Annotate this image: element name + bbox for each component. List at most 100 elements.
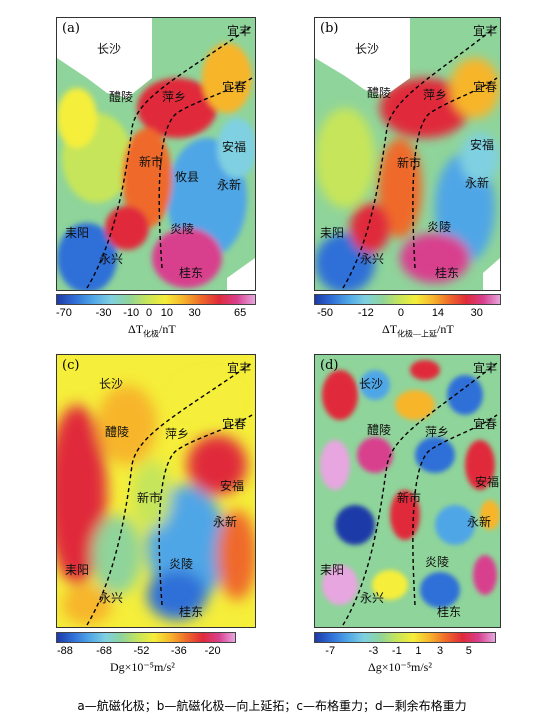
city-label: 宜春 bbox=[222, 417, 247, 431]
city-label: 宜春 bbox=[473, 417, 498, 431]
city-label: 永新 bbox=[213, 515, 238, 529]
city-label: 永兴 bbox=[99, 591, 124, 605]
city-label: 长沙 bbox=[359, 377, 384, 391]
figure-caption: a—航磁化极；b—航磁化极—向上延拓；c—布格重力；d—剩余布格重力 bbox=[77, 699, 467, 713]
panel-b: (b) 长沙 宜丰 醴陵 萍乡 宜春 安福 新市 永新 炎陵 耒阳 永兴 桂东 bbox=[314, 17, 501, 291]
city-label: 新市 bbox=[397, 156, 422, 170]
city-label: 耒阳 bbox=[65, 226, 90, 240]
city-label: 醴陵 bbox=[109, 90, 134, 104]
city-label: 萍乡 bbox=[423, 88, 448, 102]
city-label: 新市 bbox=[139, 155, 164, 169]
city-label: 永新 bbox=[217, 178, 242, 192]
tick-label: 1 bbox=[415, 645, 422, 657]
city-label: 炎陵 bbox=[427, 220, 452, 234]
city-label: 醴陵 bbox=[367, 423, 392, 437]
city-label: 安福 bbox=[222, 140, 247, 154]
city-label: 永兴 bbox=[99, 252, 124, 266]
city-label: 长沙 bbox=[97, 42, 122, 56]
city-label: 桂东 bbox=[179, 266, 204, 280]
anomaly-map-b bbox=[315, 18, 500, 290]
tick-label: 10 bbox=[160, 307, 173, 319]
tick-label: 14 bbox=[431, 307, 445, 319]
tick-label: 0 bbox=[145, 307, 153, 319]
tick-label: 0 bbox=[397, 307, 404, 319]
tick-label: -3 bbox=[368, 645, 379, 657]
panel-label: (a) bbox=[62, 21, 80, 36]
city-label: 攸县 bbox=[175, 170, 200, 184]
city-label: 安福 bbox=[470, 138, 495, 152]
panel-label: (d) bbox=[320, 358, 339, 373]
city-label: 醴陵 bbox=[367, 86, 392, 100]
title-unit: /nT bbox=[437, 322, 454, 336]
tick-label: -50 bbox=[317, 307, 334, 319]
colorbar-title-a: ΔT化极/nT bbox=[128, 322, 176, 339]
city-label: 炎陵 bbox=[425, 555, 450, 569]
tick-label: -68 bbox=[96, 645, 112, 657]
colorbar-title-c: Dg×10⁻⁵m/s² bbox=[110, 660, 175, 675]
city-label: 桂东 bbox=[435, 266, 460, 280]
tick-label: 30 bbox=[188, 307, 201, 319]
colorbar-ticks-d: -7 -3 -1 1 3 5 bbox=[314, 645, 494, 659]
city-label: 永新 bbox=[465, 176, 490, 190]
city-label: 安福 bbox=[475, 475, 500, 489]
city-label: 耒阳 bbox=[65, 563, 90, 577]
colorbar-ticks-b: -50 -12 0 14 30 bbox=[314, 307, 499, 321]
city-label: 宜春 bbox=[222, 80, 247, 94]
city-label: 炎陵 bbox=[170, 222, 195, 236]
tick-label: -30 bbox=[95, 307, 112, 319]
tick-label: -12 bbox=[357, 307, 374, 319]
city-label: 长沙 bbox=[355, 42, 380, 56]
title-sub: 化极—上延 bbox=[397, 329, 438, 339]
city-label: 宜丰 bbox=[473, 361, 498, 375]
city-label: 萍乡 bbox=[425, 425, 450, 439]
city-label: 新市 bbox=[397, 491, 422, 505]
tick-label: -88 bbox=[56, 645, 73, 657]
tick-label: -10 bbox=[123, 307, 140, 319]
panel-c: (c) 长沙 宜丰 醴陵 萍乡 宜春 安福 新市 永新 炎陵 耒阳 永兴 桂东 bbox=[56, 354, 256, 628]
city-label: 宜春 bbox=[473, 80, 498, 94]
city-label: 耒阳 bbox=[320, 226, 345, 240]
city-label: 安福 bbox=[220, 479, 245, 493]
tick-label: -1 bbox=[391, 645, 402, 657]
colorbar-title-b: ΔT化极—上延/nT bbox=[382, 322, 454, 339]
title-sub: 化极 bbox=[143, 329, 160, 339]
city-label: 萍乡 bbox=[162, 90, 187, 104]
tick-label: -52 bbox=[133, 645, 150, 657]
title-main: Δg×10⁻⁵m/s² bbox=[368, 660, 432, 674]
city-label: 宜丰 bbox=[227, 361, 252, 375]
tick-label: 5 bbox=[465, 645, 472, 657]
tick-label: -36 bbox=[170, 645, 187, 657]
title-main: ΔT bbox=[128, 322, 144, 336]
city-label: 宜丰 bbox=[227, 24, 252, 38]
panel-d: (d) 长沙 宜丰 醴陵 萍乡 宜春 安福 新市 永新 炎陵 耒阳 永兴 桂东 bbox=[314, 354, 501, 628]
colorbar-title-d: Δg×10⁻⁵m/s² bbox=[368, 660, 432, 675]
title-unit: /nT bbox=[159, 322, 176, 336]
city-label: 桂东 bbox=[437, 605, 462, 619]
city-label: 萍乡 bbox=[165, 427, 190, 441]
title-main: ΔT bbox=[382, 322, 398, 336]
city-label: 醴陵 bbox=[105, 425, 130, 439]
anomaly-map-c bbox=[57, 355, 255, 627]
panel-label: (c) bbox=[62, 358, 80, 373]
anomaly-map-d bbox=[315, 355, 500, 627]
city-label: 永新 bbox=[467, 515, 492, 529]
city-label: 宜丰 bbox=[473, 24, 498, 38]
tick-label: 30 bbox=[470, 307, 483, 319]
colorbar-ticks-c: -88 -68 -52 -36 -20 bbox=[56, 645, 234, 659]
city-label: 永兴 bbox=[360, 252, 385, 266]
colorbar-b bbox=[314, 294, 501, 305]
anomaly-map-a bbox=[57, 18, 255, 290]
city-label: 炎陵 bbox=[169, 557, 194, 571]
colorbar-ticks-a: -70 -30 -10 0 10 30 65 bbox=[56, 307, 254, 321]
tick-label: -70 bbox=[55, 307, 72, 319]
tick-label: -20 bbox=[204, 645, 221, 657]
city-label: 桂东 bbox=[179, 605, 204, 619]
colorbar-d bbox=[314, 632, 496, 643]
city-label: 新市 bbox=[137, 491, 162, 505]
panel-label: (b) bbox=[320, 21, 339, 36]
colorbar-a bbox=[56, 294, 256, 305]
panel-a: (a) 长沙 宜丰 醴陵 萍乡 宜春 安福 新市 永新 攸县 炎陵 耒阳 永兴 … bbox=[56, 17, 256, 291]
colorbar-c bbox=[56, 632, 236, 643]
tick-label: -7 bbox=[325, 645, 336, 657]
tick-label: 65 bbox=[234, 307, 247, 319]
